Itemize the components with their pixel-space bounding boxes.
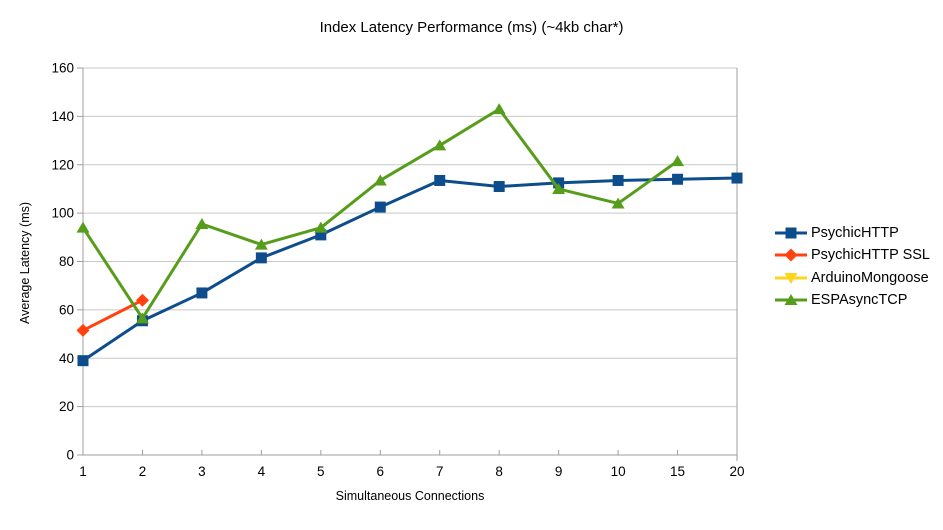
legend-label: ArduinoMongoose [811, 269, 929, 286]
square-marker-icon [775, 227, 807, 239]
data-point-marker [254, 238, 268, 250]
data-point-marker [135, 312, 149, 324]
legend-item-psychichttp: PsychicHTTP [775, 222, 930, 244]
data-point-marker [255, 252, 267, 264]
data-point-marker [611, 197, 625, 209]
series-line-psychichttp [81, 176, 739, 363]
data-point-marker [195, 218, 209, 230]
chart-title: Index Latency Performance (ms) (~4kb cha… [319, 19, 624, 36]
data-point-marker [433, 139, 447, 151]
data-point-marker [731, 172, 743, 184]
x-tick-label: 8 [495, 464, 503, 479]
x-tick-label: 9 [555, 464, 563, 479]
data-point-marker [76, 221, 90, 233]
data-point-marker [76, 323, 90, 337]
y-tick-label: 20 [59, 399, 74, 414]
legend: PsychicHTTP PsychicHTTP SSL ArduinoMongoos… [775, 222, 930, 311]
data-point-marker [135, 293, 149, 307]
series-line-espasynctcp [81, 107, 680, 320]
legend-item-psychichttp-ssl: PsychicHTTP SSL [775, 244, 930, 266]
x-tick-label: 6 [377, 464, 385, 479]
data-point-marker [314, 221, 328, 233]
data-point-marker [373, 174, 387, 186]
diamond-marker-icon [775, 248, 807, 262]
legend-label: PsychicHTTP SSL [811, 247, 930, 264]
data-point-marker [492, 103, 506, 115]
legend-item-espasynctcp: ESPAsyncTCP [775, 289, 930, 311]
x-tick-label: 10 [611, 464, 626, 479]
data-point-marker [196, 287, 208, 299]
data-point-marker [671, 155, 685, 167]
x-tick-label: 15 [670, 464, 685, 479]
data-point-marker [612, 174, 624, 186]
triangle-down-marker-icon [775, 272, 807, 284]
x-tick-label: 2 [139, 464, 147, 479]
x-axis-title: Simultaneous Connections [335, 489, 485, 503]
data-point-marker [552, 182, 566, 194]
legend-label: PsychicHTTP [811, 225, 899, 242]
triangle-up-marker-icon [775, 294, 807, 306]
y-tick-label: 80 [59, 254, 74, 269]
data-point-marker [77, 355, 89, 367]
y-tick-label: 40 [59, 351, 74, 366]
x-tick-label: 7 [436, 464, 444, 479]
y-tick-label: 0 [66, 448, 74, 463]
x-tick-label: 5 [317, 464, 325, 479]
y-tick-label: 140 [51, 109, 74, 124]
y-tick-label: 60 [59, 302, 74, 317]
y-tick-label: 120 [51, 157, 74, 172]
data-point-marker [672, 173, 684, 185]
x-tick-label: 4 [258, 464, 266, 479]
x-tick-label: 20 [729, 464, 744, 479]
data-point-marker [374, 201, 386, 213]
legend-item-arduinomongoose: ArduinoMongoose [775, 267, 930, 289]
legend-label: ESPAsyncTCP [811, 292, 908, 309]
data-point-marker [493, 181, 505, 193]
x-tick-label: 1 [79, 464, 87, 479]
data-point-marker [434, 174, 446, 186]
y-tick-label: 160 [51, 61, 74, 76]
y-tick-label: 100 [51, 206, 74, 221]
x-tick-label: 3 [198, 464, 206, 479]
